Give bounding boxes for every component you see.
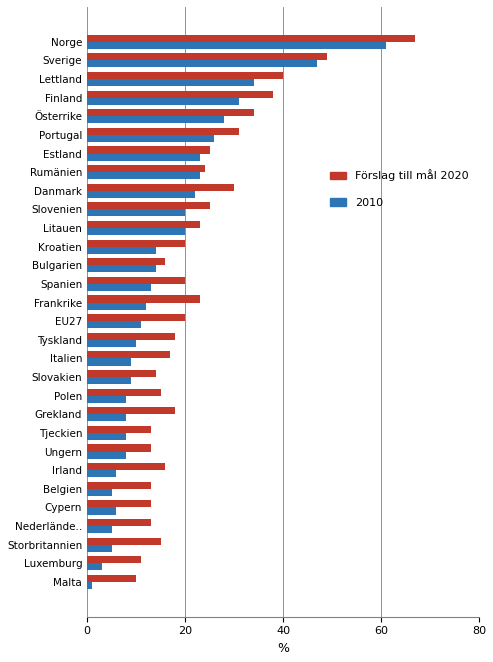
Bar: [87, 575, 136, 582]
Bar: [87, 128, 239, 135]
Bar: [87, 91, 273, 97]
Bar: [87, 470, 116, 477]
Bar: [87, 451, 126, 459]
Bar: [87, 277, 185, 284]
Bar: [87, 314, 185, 321]
Bar: [87, 240, 185, 247]
Bar: [87, 489, 111, 496]
Bar: [87, 146, 210, 154]
Bar: [87, 72, 283, 79]
Bar: [87, 265, 156, 272]
Bar: [87, 79, 253, 86]
Bar: [87, 333, 175, 340]
Bar: [87, 34, 415, 42]
Bar: [87, 284, 151, 291]
Bar: [87, 209, 185, 216]
Bar: [87, 500, 151, 508]
Bar: [87, 426, 151, 433]
Bar: [87, 352, 171, 358]
Bar: [87, 247, 156, 254]
Bar: [87, 526, 111, 533]
Bar: [87, 396, 126, 402]
Bar: [87, 377, 131, 384]
Bar: [87, 563, 102, 571]
Bar: [87, 463, 166, 470]
Bar: [87, 433, 126, 440]
Bar: [87, 389, 161, 396]
Bar: [87, 295, 200, 303]
Legend: Förslag till mål 2020, 2010: Förslag till mål 2020, 2010: [325, 165, 473, 213]
Bar: [87, 556, 141, 563]
Bar: [87, 228, 185, 235]
Bar: [87, 358, 131, 365]
Bar: [87, 60, 317, 68]
Bar: [87, 519, 151, 526]
Bar: [87, 538, 161, 545]
X-axis label: %: %: [277, 642, 289, 655]
Bar: [87, 183, 234, 191]
Bar: [87, 370, 156, 377]
Bar: [87, 508, 116, 514]
Bar: [87, 109, 253, 117]
Bar: [87, 117, 224, 123]
Bar: [87, 97, 239, 105]
Bar: [87, 42, 386, 49]
Bar: [87, 221, 200, 228]
Bar: [87, 414, 126, 422]
Bar: [87, 321, 141, 328]
Bar: [87, 545, 111, 552]
Bar: [87, 340, 136, 347]
Bar: [87, 172, 200, 179]
Bar: [87, 258, 166, 265]
Bar: [87, 582, 92, 589]
Bar: [87, 154, 200, 161]
Bar: [87, 135, 214, 142]
Bar: [87, 165, 205, 172]
Bar: [87, 444, 151, 451]
Bar: [87, 191, 195, 198]
Bar: [87, 203, 210, 209]
Bar: [87, 54, 327, 60]
Bar: [87, 407, 175, 414]
Bar: [87, 303, 146, 310]
Bar: [87, 482, 151, 489]
